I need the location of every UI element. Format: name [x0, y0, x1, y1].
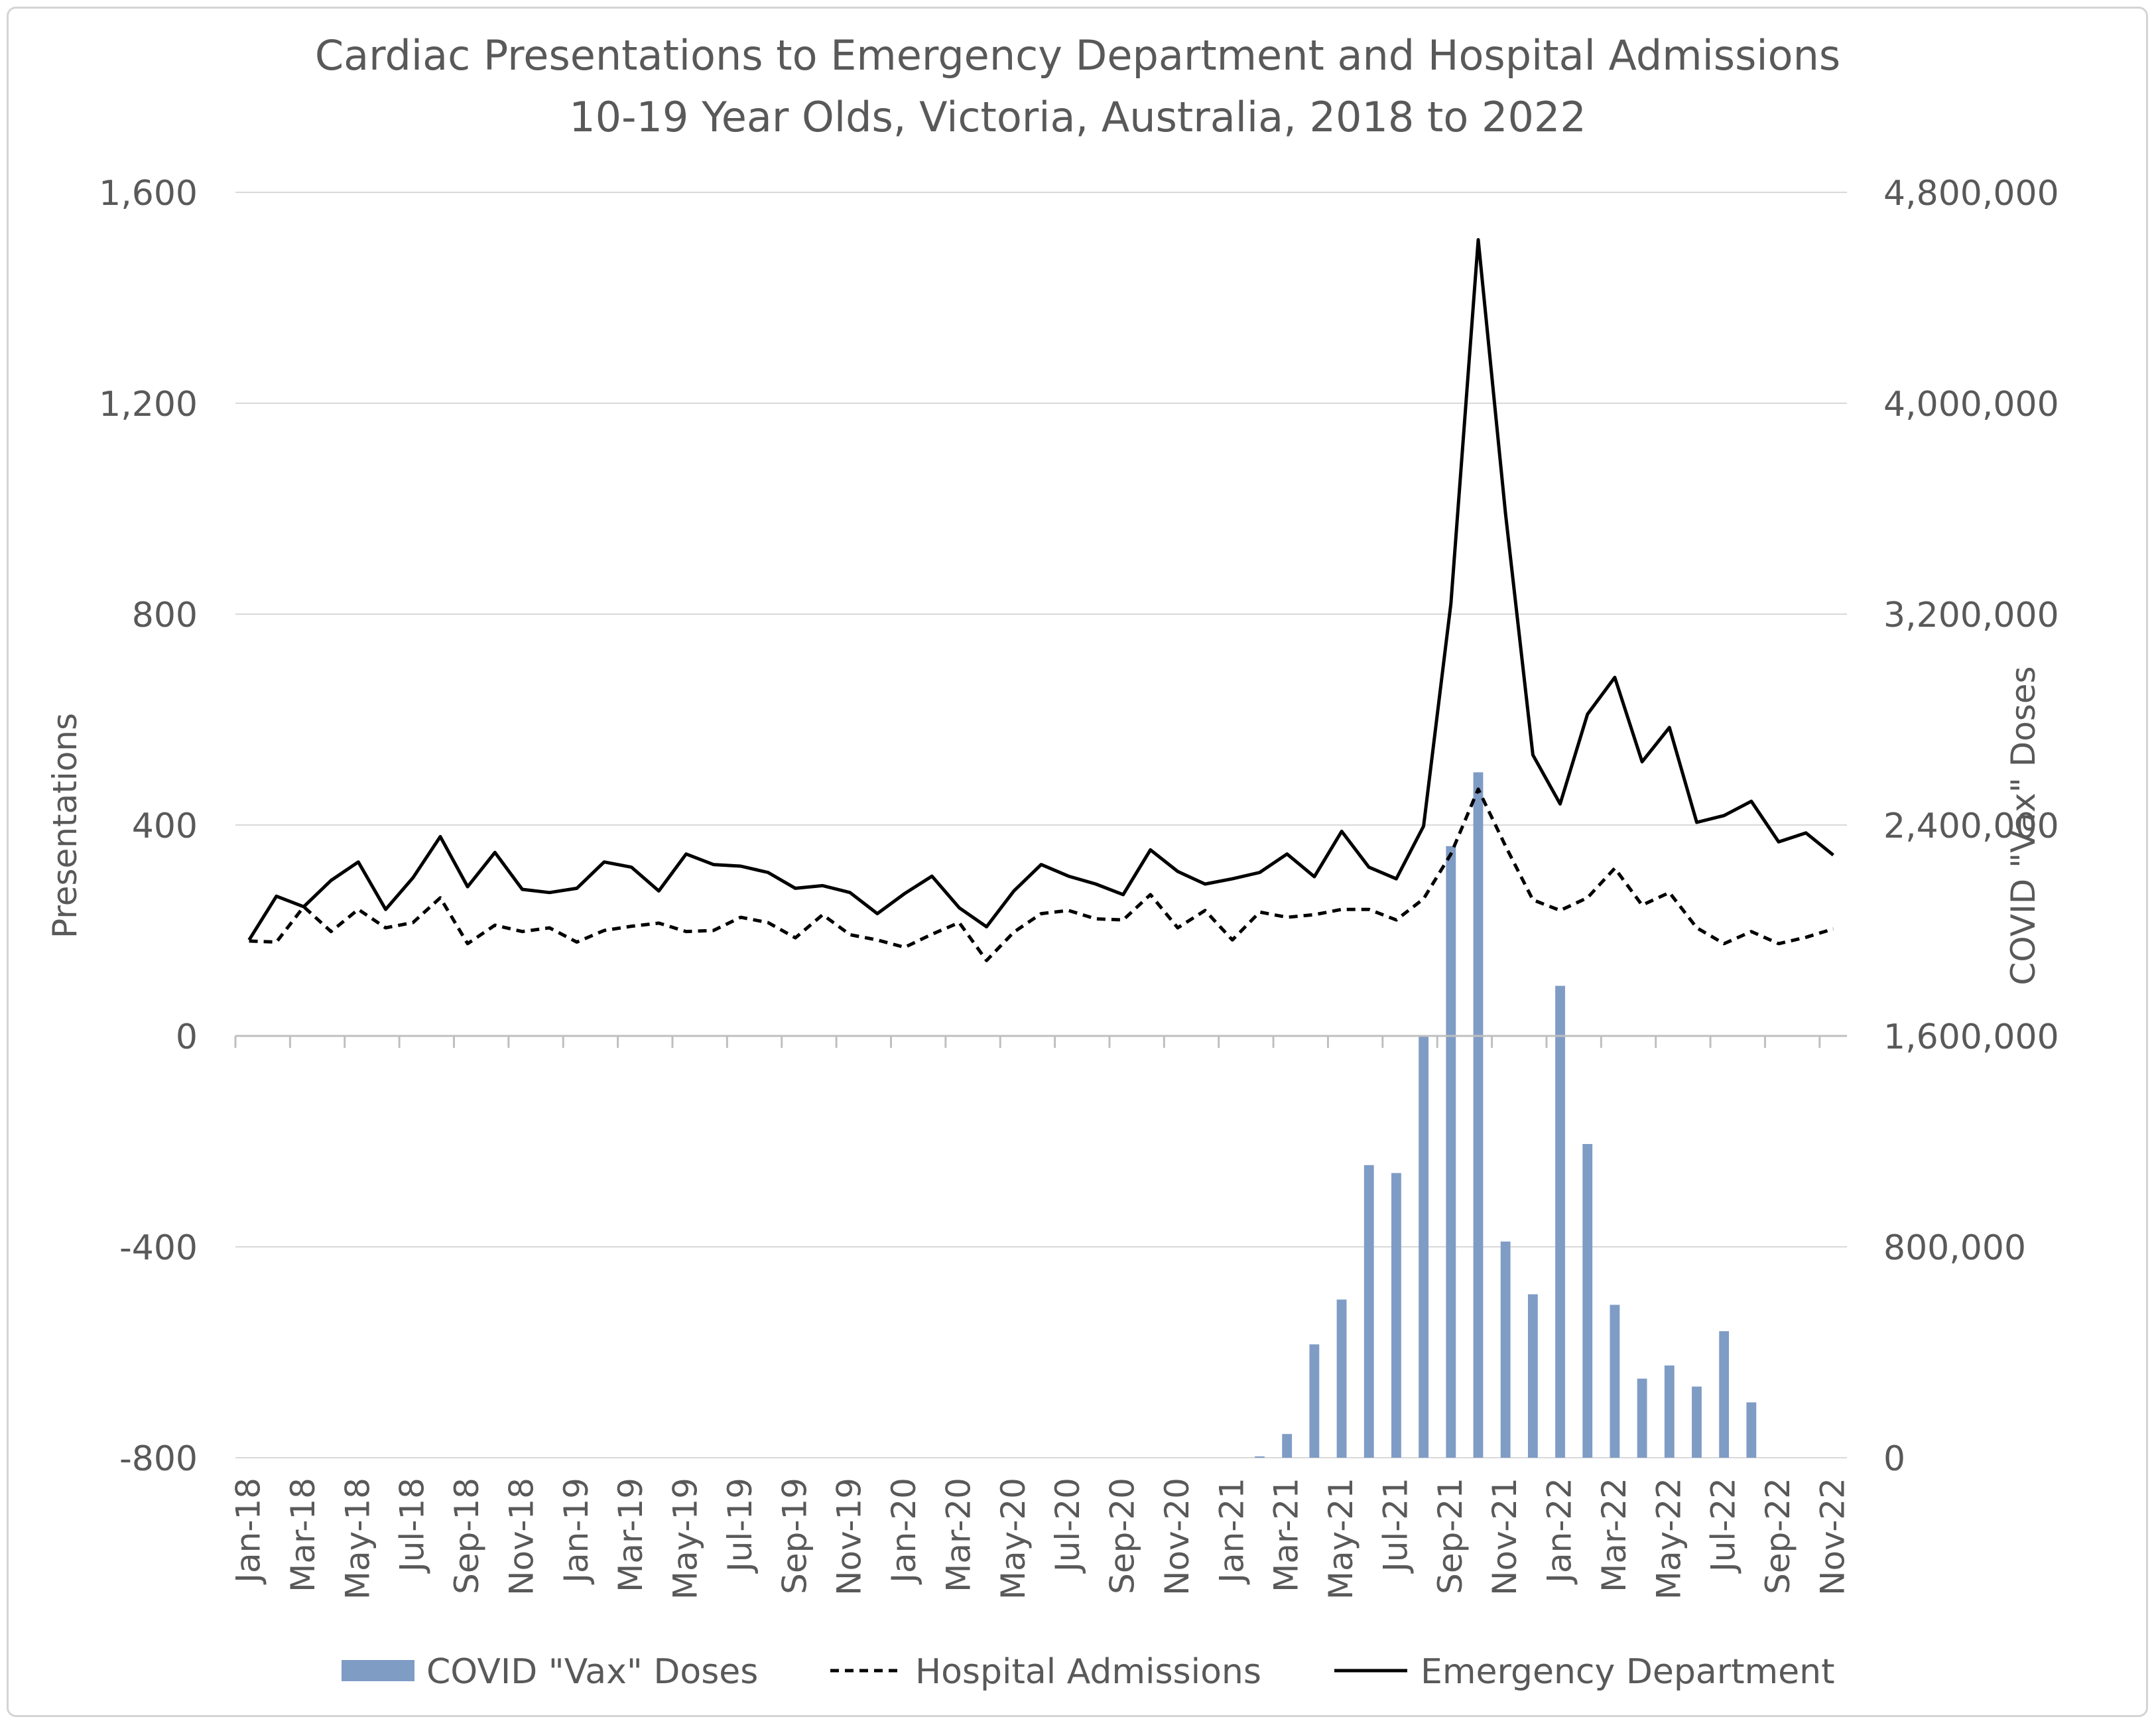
y-axis-left-ticks: 1,600 1,200 800 400 0 -400 -800 [99, 174, 198, 1479]
x-tick-label: May-19 [666, 1478, 705, 1600]
y-tick-label: 0 [176, 1017, 198, 1057]
chart-subtitle: 10-19 Year Olds, Victoria, Australia, 20… [569, 93, 1586, 141]
y-axis-left-label: Presentations [46, 713, 84, 938]
y-axis-right-ticks: 4,800,000 4,000,000 3,200,000 2,400,000 1,60… [1883, 174, 2059, 1479]
gridlines [235, 192, 1847, 1458]
y-axis-right-label: COVID "Vax" Doses [2004, 666, 2043, 985]
chart-frame [7, 7, 2148, 1717]
bar-vax-doses [1336, 1299, 1347, 1458]
x-tick-label: Jan-20 [885, 1478, 923, 1585]
y2-tick-label: 4,000,000 [1883, 385, 2059, 424]
x-tick-label: Mar-22 [1595, 1478, 1633, 1592]
bar-vax-doses [1419, 1036, 1429, 1458]
x-tick-label: Mar-19 [611, 1478, 650, 1592]
x-tick-label: Mar-21 [1267, 1478, 1306, 1592]
x-axis [234, 1035, 1847, 1048]
x-tick-label: Sep-19 [775, 1478, 814, 1594]
y2-tick-label: 3,200,000 [1883, 596, 2059, 635]
bar-vax-doses [1309, 1344, 1320, 1458]
line-emergency-department [247, 238, 1834, 941]
y-tick-label: 1,200 [99, 385, 198, 424]
x-tick-label: Mar-18 [284, 1478, 322, 1592]
x-axis-tick-labels: Jan-18 Mar-18 May-18 Jul-18 Sep-18 Nov-18 Jan-… [229, 1478, 1852, 1600]
bar-vax-doses [1363, 1165, 1374, 1458]
bar-vax-doses [1500, 1242, 1511, 1458]
bar-vax-doses [1746, 1402, 1757, 1458]
x-tick-label: May-18 [338, 1478, 377, 1600]
x-tick-label: Mar-20 [939, 1478, 978, 1592]
x-tick-label: Sep-21 [1431, 1478, 1470, 1594]
y2-tick-label: 0 [1883, 1439, 1905, 1479]
x-tick-label: Jan-18 [229, 1478, 268, 1585]
x-tick-label: Nov-21 [1486, 1478, 1524, 1596]
x-tick-label: Jan-19 [557, 1478, 596, 1585]
x-tick-label: Sep-22 [1759, 1478, 1797, 1594]
y2-tick-label: 4,800,000 [1883, 174, 2059, 214]
x-tick-label: May-20 [994, 1478, 1033, 1600]
x-tick-label: May-21 [1322, 1478, 1360, 1600]
x-tick-label: Jan-21 [1212, 1478, 1251, 1585]
bar-vax-doses [1692, 1386, 1702, 1458]
chart-title: Cardiac Presentations to Emergency Depar… [315, 31, 1840, 80]
x-tick-label: Jul-21 [1376, 1478, 1415, 1574]
bar-vax-doses [1391, 1173, 1401, 1458]
legend-label-emergency-department: Emergency Department [1421, 1652, 1834, 1692]
bar-vax-doses [1610, 1305, 1620, 1458]
bar-vax-doses [1282, 1434, 1293, 1458]
bar-vax-doses [1719, 1331, 1730, 1458]
y2-tick-label: 2,400,000 [1883, 806, 2059, 846]
x-tick-label: May-22 [1649, 1478, 1688, 1600]
bar-vax-doses [1255, 1456, 1265, 1458]
y-tick-label: 1,600 [99, 174, 198, 214]
y-tick-label: 800 [132, 596, 198, 635]
x-tick-label: Nov-20 [1158, 1478, 1196, 1596]
bar-vax-doses [1473, 772, 1484, 1458]
bars-vax-doses [1255, 772, 1757, 1458]
bar-vax-doses [1446, 846, 1456, 1458]
y-tick-label: -800 [119, 1439, 198, 1479]
x-tick-label: Sep-18 [448, 1478, 486, 1594]
x-tick-label: Nov-18 [503, 1478, 541, 1596]
bar-vax-doses [1664, 1365, 1675, 1458]
x-tick-label: Jul-19 [721, 1478, 759, 1574]
bar-vax-doses [1555, 986, 1565, 1458]
y-tick-label: -400 [119, 1228, 198, 1268]
x-tick-label: Jul-22 [1704, 1478, 1743, 1574]
data-lines [247, 238, 1834, 962]
line-hospital-admissions [249, 787, 1834, 962]
x-tick-label: Jul-18 [393, 1478, 432, 1574]
y-tick-label: 400 [132, 806, 198, 846]
legend-label-hospital-admissions: Hospital Admissions [915, 1652, 1261, 1692]
bar-vax-doses [1582, 1143, 1593, 1458]
legend-label-vax-doses: COVID "Vax" Doses [426, 1652, 758, 1692]
y2-tick-label: 800,000 [1883, 1228, 2026, 1268]
legend: COVID "Vax" Doses Hospital Admissions Em… [342, 1652, 1834, 1692]
x-tick-label: Jan-22 [1541, 1478, 1579, 1585]
x-tick-label: Jul-20 [1048, 1478, 1087, 1574]
legend-swatch-vax-doses [342, 1660, 414, 1681]
y2-tick-label: 1,600,000 [1883, 1017, 2059, 1057]
x-tick-label: Sep-20 [1104, 1478, 1142, 1594]
bar-vax-doses [1637, 1378, 1647, 1458]
x-tick-label: Nov-19 [830, 1478, 869, 1596]
bar-vax-doses [1527, 1294, 1538, 1458]
x-tick-label: Nov-22 [1813, 1478, 1852, 1596]
